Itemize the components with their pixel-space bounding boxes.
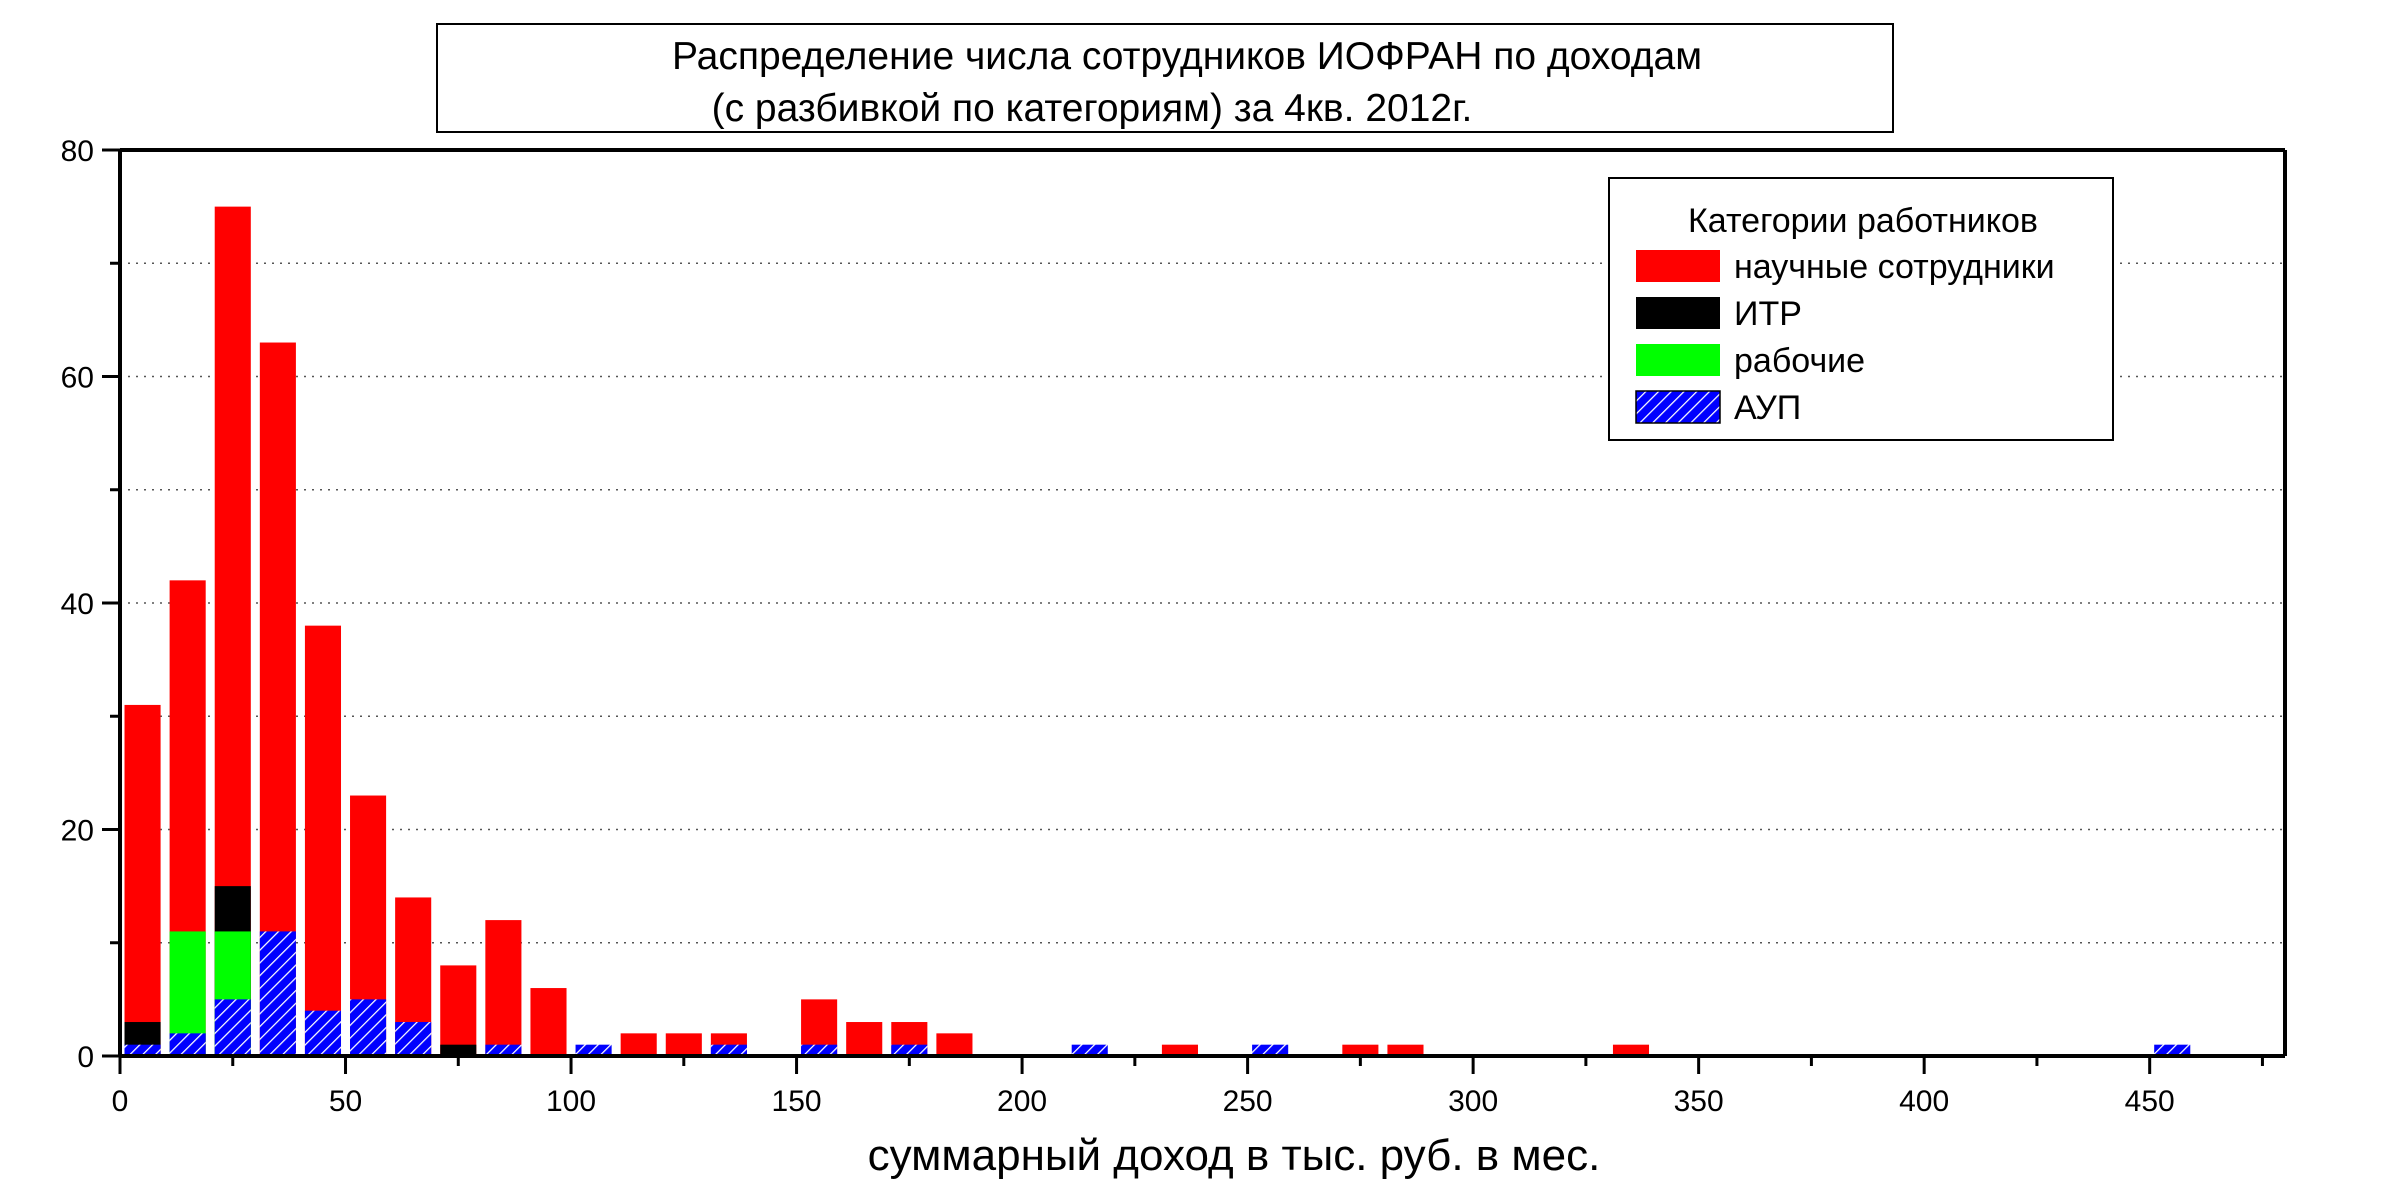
chart-subtitle: (с разбивкой по категориям) за 4кв. 2012… [712, 87, 1473, 130]
bar-3-155 [801, 1044, 838, 1056]
bar-3-255 [1252, 1044, 1289, 1056]
x-tick-label: 200 [997, 1085, 1047, 1118]
x-tick-label: 350 [1674, 1085, 1724, 1118]
legend-swatch-0 [1636, 250, 1720, 282]
x-tick-label: 0 [112, 1085, 129, 1118]
bar-3-85 [485, 1044, 522, 1056]
bar-0-125 [665, 1033, 702, 1056]
chart-title: Распределение числа сотрудников ИОФРАН п… [672, 35, 1702, 78]
x-tick-label: 450 [2125, 1085, 2175, 1118]
bar-0-45 [304, 625, 342, 1056]
y-tick-label: 80 [61, 135, 94, 168]
bar-3-215 [1071, 1044, 1108, 1056]
bar-3-55 [350, 999, 387, 1056]
legend-swatch-3 [1635, 390, 1721, 424]
bar-0-235 [1161, 1044, 1198, 1056]
x-tick-label: 400 [1899, 1085, 1949, 1118]
bars-layer [124, 206, 2191, 1056]
x-tick-label: 150 [772, 1085, 822, 1118]
bar-3-175 [891, 1044, 928, 1056]
bar-3-45 [304, 1010, 342, 1056]
bar-0-335 [1612, 1044, 1650, 1056]
bar-3-455 [2154, 1044, 2191, 1056]
legend-items: научные сотрудники ИТР рабочие АУП [1635, 248, 2055, 427]
x-axis-label: суммарный доход в тыс. руб. в мес. [868, 1131, 1601, 1180]
legend-swatch-2 [1636, 344, 1720, 376]
x-tick-label: 300 [1448, 1085, 1498, 1118]
bar-1-75 [440, 1044, 477, 1056]
legend-label-0: научные сотрудники [1734, 248, 2055, 286]
bar-0-275 [1342, 1044, 1379, 1056]
bar-3-105 [575, 1044, 612, 1056]
legend: Категории работников научные сотрудники И… [1608, 177, 2114, 441]
legend-label-2: рабочие [1734, 342, 1865, 380]
y-tick-label: 60 [61, 362, 94, 395]
y-tick-label: 0 [77, 1041, 94, 1074]
x-tick-label: 50 [329, 1085, 362, 1118]
legend-label-1: ИТР [1734, 295, 1802, 333]
bar-0-115 [620, 1033, 657, 1056]
bar-3-15 [169, 1033, 206, 1056]
title-box [436, 23, 1894, 133]
legend-swatch-1 [1636, 297, 1720, 329]
bar-0-285 [1387, 1044, 1424, 1056]
legend-label-3: АУП [1734, 389, 1801, 427]
bar-0-185 [936, 1033, 973, 1056]
bar-0-5 [124, 704, 161, 1056]
x-tick-label: 100 [546, 1085, 596, 1118]
bar-3-25 [214, 999, 251, 1056]
y-tick-label: 20 [61, 815, 94, 848]
legend-title: Категории работников [1688, 202, 2038, 240]
y-tick-label: 40 [61, 588, 94, 621]
axes-layer: 0 20 40 60 80 0 50 100 150 200 250 300 350 400 450 [61, 135, 2287, 1118]
bar-0-95 [530, 988, 567, 1056]
bar-3-5 [124, 1044, 161, 1056]
bar-0-75 [440, 965, 477, 1056]
bar-3-65 [395, 1022, 432, 1056]
bar-0-85 [485, 920, 522, 1056]
grid-layer [120, 262, 2285, 944]
bar-0-165 [846, 1022, 883, 1056]
bar-3-135 [710, 1044, 747, 1056]
bar-3-35 [259, 931, 296, 1056]
x-tick-label: 250 [1223, 1085, 1273, 1118]
